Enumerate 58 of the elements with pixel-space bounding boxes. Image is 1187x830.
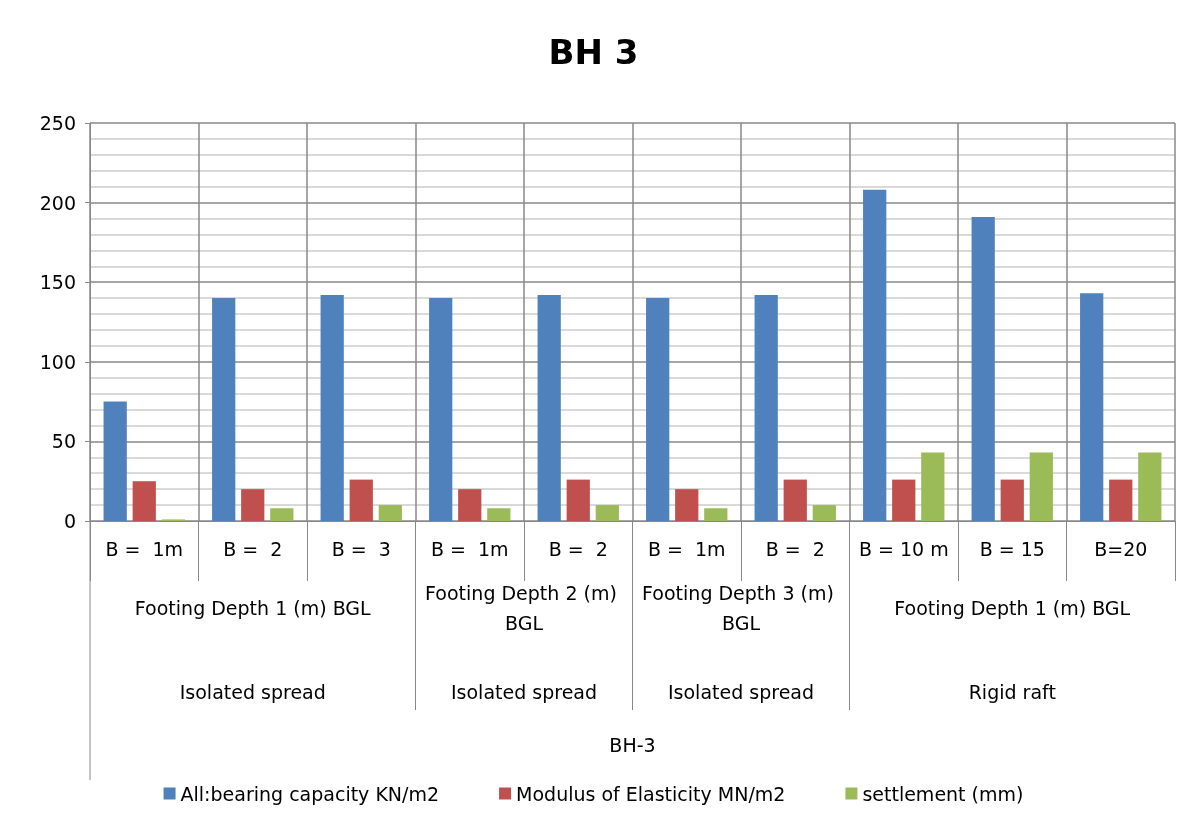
bar [378, 505, 402, 521]
bar [349, 479, 373, 521]
bar [1029, 452, 1053, 521]
bar [212, 298, 236, 521]
y-tick-label: 250 [39, 112, 76, 134]
bar [754, 294, 778, 521]
bar [783, 479, 807, 521]
legend-label: settlement (mm) [862, 782, 1024, 805]
x-tick-label: B = 1m [647, 537, 726, 560]
y-tick-label: 150 [39, 271, 76, 294]
bar [892, 479, 916, 521]
bar [675, 489, 699, 521]
legend-label: All:bearing capacity KN/m2 [180, 782, 440, 805]
bar [103, 401, 127, 521]
bar [429, 298, 453, 521]
x-tick-label: B = 2 [765, 537, 825, 560]
text: Rigid raft [968, 681, 1056, 703]
x-tick-label: B=20 [1094, 537, 1148, 560]
bar [812, 505, 836, 521]
bar [537, 294, 561, 521]
bar [320, 294, 344, 521]
text: Isolated spread [450, 681, 598, 703]
bar [1080, 293, 1104, 521]
bar [458, 489, 482, 521]
y-tick-label: 200 [39, 191, 76, 214]
y-tick-label: 50 [51, 430, 76, 453]
bar [921, 452, 945, 521]
bar [487, 508, 511, 521]
x-tick-label: B = 1m [105, 537, 184, 560]
bar [1138, 452, 1162, 521]
bar [863, 189, 887, 521]
text: Footing Depth 1 (m) BGL [894, 597, 1131, 619]
x-tick-label: B = 15 [979, 537, 1045, 560]
bar [704, 508, 728, 521]
text: Isolated spread [667, 681, 815, 703]
text: Footing Depth 2 (m) BGL [425, 582, 623, 634]
x-tick-label: B = 3 [331, 537, 391, 560]
x-tick-label: B = 2 [548, 537, 608, 560]
legend-label: Modulus of Elasticity MN/m2 [516, 782, 786, 805]
bar [971, 216, 995, 521]
bar [595, 505, 619, 521]
bar [270, 508, 294, 521]
bar [566, 479, 590, 521]
bar [241, 489, 265, 521]
bar [646, 298, 670, 521]
text: BH-3 [609, 734, 656, 756]
y-tick-label: 0 [63, 510, 76, 532]
bar [1000, 479, 1024, 521]
x-tick-label: B = 2 [223, 537, 283, 560]
chart-title: BH 3 [548, 32, 639, 72]
text: Isolated spread [179, 681, 326, 703]
text: Footing Depth 3 (m) BGL [642, 582, 840, 634]
x-tick-label: B = 10 m [858, 537, 949, 560]
bar [132, 481, 156, 521]
bar [1109, 479, 1133, 521]
text: Footing Depth 1 (m) BGL [134, 597, 372, 619]
x-tick-label: B = 1m [430, 537, 509, 560]
y-tick-label: 100 [39, 350, 76, 373]
